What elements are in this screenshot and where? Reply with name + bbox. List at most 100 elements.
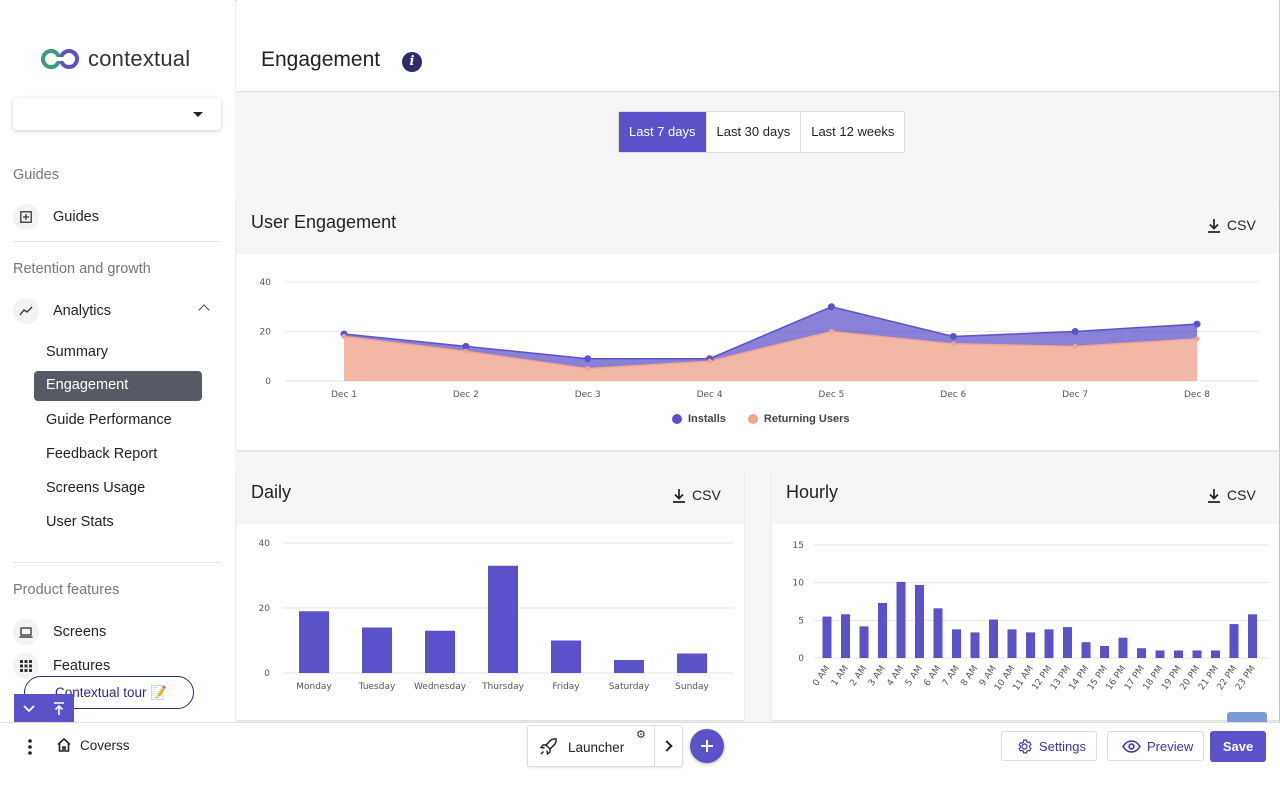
add-button[interactable]: [690, 729, 724, 763]
download-icon: [1208, 218, 1220, 233]
bar-hour-4: [896, 581, 906, 658]
save-button[interactable]: Save: [1210, 731, 1266, 762]
divider: [13, 562, 221, 563]
series-area-installs: [344, 306, 1197, 369]
eye-icon: [1122, 739, 1141, 753]
x-tick-label: 23 PM: [1234, 664, 1258, 692]
point-installs: [827, 303, 835, 311]
bar-hour-14: [1081, 642, 1091, 658]
sidebar-subitem-user-stats[interactable]: User Stats: [46, 514, 114, 530]
legend-item-returning-users[interactable]: Returning Users: [747, 413, 850, 425]
hourly-bar-chart: 0 5 10 15 0 AM1 AM2 AM3 AM4 AM5 AM6 AM7 AM8 …: [793, 541, 1269, 693]
contextual-logo-icon: [41, 49, 79, 69]
daily-csv-button[interactable]: CSV: [672, 487, 721, 503]
x-tick-label: Dec 3: [575, 390, 601, 400]
arrow-to-top-icon: [54, 702, 64, 715]
download-icon: [673, 488, 685, 503]
point-returning-users: [1194, 336, 1200, 342]
point-returning-users: [463, 348, 469, 354]
x-tick-label: 7 AM: [941, 664, 962, 688]
x-tick-label: Dec 5: [818, 390, 844, 400]
more-menu-button[interactable]: [28, 739, 32, 760]
series-line-returning-users: [343, 330, 1198, 370]
x-tick-label: 2 AM: [848, 664, 869, 688]
home-icon: [57, 737, 71, 752]
sidebar-subitem-screens-usage[interactable]: Screens Usage: [46, 480, 146, 496]
bar-hour-10: [1007, 629, 1017, 658]
legend-item-installs[interactable]: Installs: [672, 413, 726, 425]
hourly-csv-button[interactable]: CSV: [1207, 487, 1256, 503]
bar-hour-22: [1229, 624, 1239, 658]
sidebar-item-label: Analytics: [53, 303, 112, 319]
y-tick-label: 10: [793, 579, 805, 589]
y-tick-label: 40: [259, 539, 271, 549]
kebab-icon: [28, 739, 32, 755]
brand-logo: contextual: [40, 46, 190, 72]
launcher-settings-icon[interactable]: ⚙: [636, 729, 646, 741]
bar-monday: [299, 611, 329, 673]
point-installs: [949, 332, 957, 340]
range-last-12-weeks[interactable]: Last 12 weeks: [811, 124, 895, 139]
range-last-30-days[interactable]: Last 30 days: [707, 112, 802, 152]
sidebar-subitem-feedback-report[interactable]: Feedback Report: [46, 446, 158, 462]
preview-button[interactable]: Preview: [1107, 731, 1205, 761]
x-tick-label: Sunday: [675, 682, 709, 692]
chevron-right-icon[interactable]: [661, 740, 673, 752]
trend-line-icon: [13, 298, 39, 324]
x-tick-label: Monday: [296, 682, 332, 692]
point-installs: [462, 342, 470, 350]
x-tick-label: 4 AM: [885, 664, 906, 688]
settings-button[interactable]: Settings: [1001, 731, 1097, 761]
x-tick-label: 1 AM: [830, 664, 851, 688]
y-tick-label: 15: [793, 541, 804, 551]
settings-label: Settings: [1039, 738, 1086, 754]
x-tick-label: Dec 4: [697, 390, 723, 400]
legend-label: Returning Users: [763, 413, 850, 425]
csv-label: CSV: [1227, 487, 1256, 503]
chevron-up-icon[interactable]: [198, 304, 210, 316]
laptop-icon: [13, 619, 39, 645]
sidebar-subitem-engagement[interactable]: Engagement: [34, 371, 202, 401]
date-range-selector: Last 7 days Last 30 days Last 12 weeks: [618, 111, 906, 153]
x-tick-label: 0 AM: [811, 664, 832, 688]
range-last-7-days[interactable]: Last 7 days: [619, 112, 707, 152]
preview-label: Preview: [1147, 738, 1194, 754]
bar-hour-20: [1192, 650, 1202, 658]
bar-hour-9: [989, 619, 998, 658]
y-tick-label: 0: [264, 669, 270, 679]
y-tick-label: 5: [798, 616, 804, 626]
bar-hour-12: [1044, 629, 1054, 658]
bar-wednesday: [425, 630, 455, 673]
sidebar-item-label: Screens: [53, 624, 107, 640]
scroll-top-button[interactable]: [44, 694, 74, 724]
bar-hour-13: [1063, 627, 1072, 658]
sidebar-subitem-summary[interactable]: Summary: [46, 344, 109, 360]
daily-bar-chart: 0 20 40 Monday Tuesday Wednesday Thursday Frida…: [259, 539, 734, 692]
bar-hour-8: [970, 632, 980, 658]
sidebar-subitem-guide-performance[interactable]: Guide Performance: [46, 412, 172, 428]
divider: [13, 241, 221, 242]
sidebar-item-screens[interactable]: Screens: [13, 619, 106, 645]
x-tick-label: Dec 8: [1184, 390, 1210, 400]
engagement-csv-button[interactable]: CSV: [1207, 217, 1256, 233]
bar-hour-15: [1100, 645, 1109, 658]
sidebar-item-guides[interactable]: Guides: [13, 204, 99, 230]
x-tick-label: 8 AM: [959, 664, 980, 688]
user-engagement-card: User Engagement CSV 0 20 40 Dec 1 Dec 2 Dec 3…: [237, 200, 1279, 450]
info-icon[interactable]: i: [402, 52, 422, 72]
sidebar-item-features[interactable]: Features: [13, 653, 110, 679]
brand-name: contextual: [88, 46, 191, 71]
bar-thursday: [488, 565, 518, 673]
home-link[interactable]: Coverss: [56, 737, 130, 753]
bar-hour-17: [1137, 648, 1146, 658]
sidebar-item-analytics[interactable]: Analytics: [13, 298, 111, 324]
collapse-down-button[interactable]: [14, 694, 44, 724]
app-selector[interactable]: [13, 98, 221, 130]
point-returning-users: [1072, 343, 1078, 349]
launcher-control[interactable]: Launcher ⚙: [527, 725, 683, 767]
daily-card: Daily CSV 0 20 40 Monday Tuesday Wednesday Thu…: [237, 470, 744, 720]
point-installs: [1193, 320, 1201, 328]
launcher-label: Launcher: [568, 740, 625, 755]
side-tab-handle[interactable]: [1227, 712, 1267, 722]
card-title: User Engagement: [251, 212, 397, 232]
